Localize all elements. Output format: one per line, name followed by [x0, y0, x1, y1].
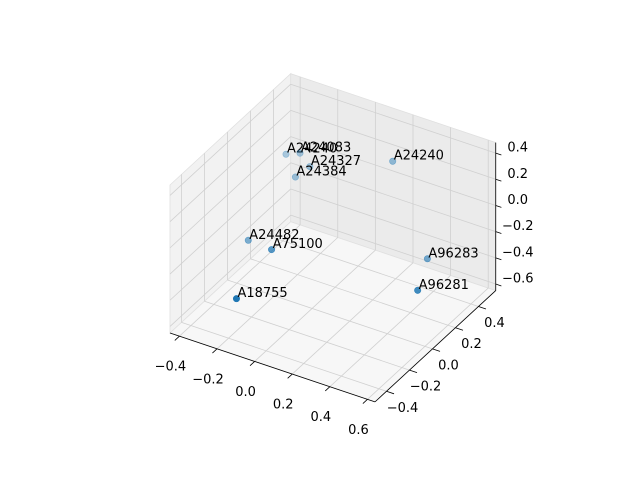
point-label: A18755 — [237, 286, 287, 301]
grid-line — [367, 287, 489, 400]
z-tick-label: −0.2 — [502, 219, 534, 234]
y-tick-label: 0.2 — [461, 337, 482, 352]
tick-mark — [409, 369, 418, 373]
grid-line — [290, 214, 496, 285]
grid-line — [291, 262, 414, 375]
point — [291, 173, 299, 181]
tick-mark — [212, 348, 218, 354]
tick-mark — [495, 257, 502, 261]
point — [306, 163, 314, 171]
y-tick-label: 0.0 — [438, 358, 459, 373]
tick-mark — [287, 373, 293, 379]
grid-line — [290, 162, 496, 233]
point — [414, 286, 422, 294]
point — [423, 255, 431, 263]
grid-line — [250, 258, 456, 329]
grid-line — [290, 188, 496, 259]
x-tick-label: 0.0 — [235, 385, 256, 400]
tick-mark — [495, 152, 502, 156]
point-label: A24240 — [394, 149, 444, 164]
point-label: A75100 — [273, 237, 323, 252]
point-label: A96281 — [419, 278, 469, 293]
x-axis-line — [169, 332, 376, 403]
x-tick-label: 0.4 — [311, 410, 332, 425]
grid-line — [227, 279, 433, 350]
grid-line — [169, 136, 292, 249]
grid-line — [290, 110, 496, 180]
y-axis-line — [374, 290, 497, 403]
tick-mark — [249, 361, 255, 366]
grid-line — [181, 322, 387, 392]
point-label: A24327 — [311, 154, 361, 169]
grid-line — [179, 224, 301, 337]
x-tick-label: 0.6 — [348, 423, 369, 438]
tick-mark — [432, 348, 441, 352]
point — [244, 236, 252, 244]
tick-mark — [478, 306, 487, 310]
z-tick-label: 0.2 — [507, 167, 528, 182]
grid-line — [204, 300, 410, 371]
tick-mark — [495, 205, 502, 208]
grid-line — [290, 83, 496, 154]
panes — [169, 72, 497, 403]
x-tick-label: −0.4 — [155, 360, 187, 375]
z-tick-label: −0.6 — [502, 272, 534, 287]
tick-mark — [362, 399, 368, 404]
z-tick-label: −0.4 — [502, 245, 534, 260]
y-tick-label: 0.4 — [484, 316, 505, 331]
point-label: A96283 — [428, 246, 478, 261]
x-tick-label: 0.2 — [273, 398, 294, 413]
point-label: A24384 — [296, 165, 346, 180]
point — [268, 246, 276, 254]
y-tick-label: −0.4 — [387, 401, 419, 416]
grid-line — [169, 188, 292, 301]
point — [296, 149, 304, 157]
point-label: A24482 — [249, 228, 299, 243]
grid-line — [169, 214, 292, 327]
tick-mark — [455, 327, 464, 331]
tick-mark — [324, 386, 331, 392]
grid-line — [216, 237, 339, 350]
grid-line — [273, 237, 479, 307]
grid-line — [169, 110, 292, 222]
grid-line — [169, 83, 292, 196]
tick-mark — [495, 231, 502, 234]
grid-line — [169, 162, 292, 275]
z-tick-label: 0.0 — [507, 193, 528, 208]
z-tick-label: 0.4 — [507, 141, 528, 156]
grid-line — [329, 275, 451, 388]
point-label: A24083 — [301, 141, 351, 156]
point — [282, 150, 290, 158]
grid-line — [290, 136, 496, 206]
x-tick-label: −0.2 — [192, 372, 224, 387]
grid-line — [254, 249, 376, 362]
point — [389, 157, 397, 165]
tick-mark — [174, 335, 180, 341]
point-label: A24240 — [287, 142, 337, 157]
tick-mark — [495, 178, 502, 182]
tick-mark — [495, 283, 502, 287]
point — [232, 295, 240, 303]
y-tick-label: −0.2 — [410, 380, 442, 395]
tick-mark — [386, 390, 395, 395]
